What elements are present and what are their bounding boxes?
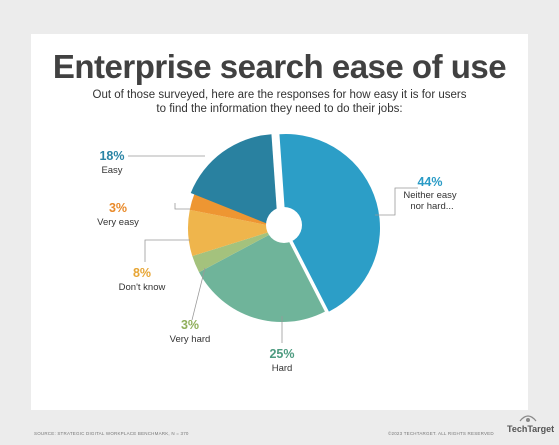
source-note: SOURCE: STRATEGIC DIGITAL WORKPLACE BENC… [34, 431, 189, 436]
slice-category-label: Very easy [97, 217, 139, 228]
slice-category-label: Very hard [170, 334, 211, 345]
slice-category-label: Hard [272, 363, 293, 374]
brand-logo-icon [519, 415, 537, 422]
leader-line [375, 187, 418, 216]
chart-subtitle: Out of those surveyed, here are the resp… [92, 89, 467, 115]
slice-percent-label: 44% [417, 175, 442, 189]
slice-percent-label: 25% [269, 347, 294, 361]
slice-category-label: Easy [101, 165, 122, 176]
pie-slice-easy [190, 134, 278, 228]
brand-name: TechTarget [507, 424, 555, 434]
pie-slice-neither-easy-nor-hard [279, 134, 380, 312]
pie-slice-very-hard [192, 228, 282, 273]
leader-line [174, 203, 190, 210]
pie-slice-don-t-know [188, 209, 282, 257]
slice-category-label: Neither easy [403, 190, 457, 201]
leader-line [191, 267, 206, 321]
slice-percent-label: 3% [109, 201, 127, 215]
slice-percent-label: 8% [133, 266, 151, 280]
copyright-note: ©2023 TECHTARGET. ALL RIGHTS RESERVED [388, 431, 494, 436]
leader-line [144, 239, 190, 262]
slice-percent-label: 18% [99, 149, 124, 163]
slice-category-label: nor hard... [410, 201, 453, 212]
slice-percent-label: 3% [181, 318, 199, 332]
chart-title: Enterprise search ease of use [52, 48, 507, 85]
slice-category-label: Don't know [119, 282, 166, 293]
donut-hole [266, 207, 302, 243]
pie-slice-hard [199, 228, 325, 322]
